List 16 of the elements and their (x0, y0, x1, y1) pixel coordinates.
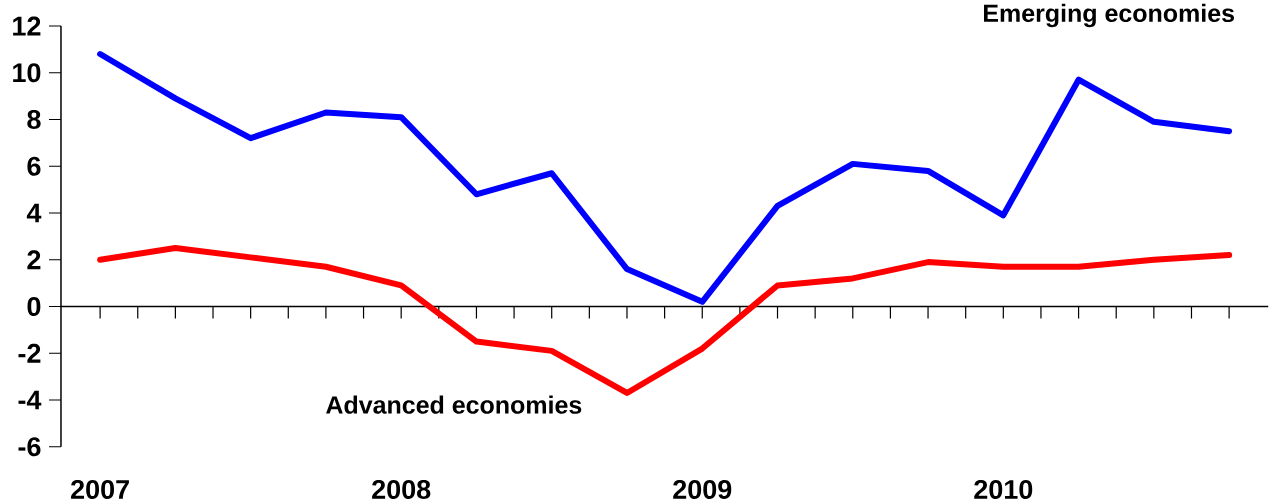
y-tick-label: 6 (27, 156, 41, 176)
y-tick-label: 4 (26, 203, 42, 223)
series-label: Advanced economies (326, 395, 582, 414)
y-tick-label: -2 (18, 343, 41, 363)
y-tick-label: 8 (27, 109, 41, 129)
x-tick-label: 2010 (974, 479, 1033, 499)
y-tick-label: 10 (13, 63, 41, 83)
y-tick-label: -4 (18, 390, 42, 410)
x-tick-label: 2007 (71, 479, 129, 499)
y-tick-label: 12 (13, 16, 41, 36)
x-tick-label: 2008 (372, 479, 431, 499)
x-tick-label: 2009 (673, 479, 732, 499)
y-tick-label: 2 (27, 250, 41, 269)
y-tick-label: 0 (27, 296, 41, 316)
text: Emerging economies (984, 3, 1234, 27)
y-tick-label: -6 (18, 437, 41, 457)
